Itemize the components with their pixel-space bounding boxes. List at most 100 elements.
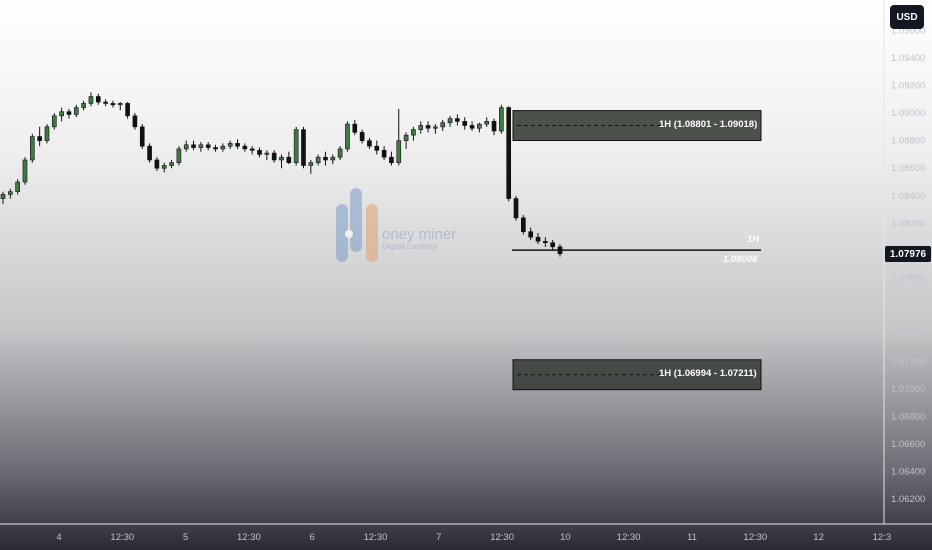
- level-timeframe-label: 1H: [747, 234, 760, 246]
- candle-body: [8, 191, 13, 195]
- price-tick-label: 1.06800: [891, 411, 925, 422]
- time-tick-label: 7: [436, 532, 441, 543]
- candle-body: [59, 111, 64, 117]
- watermark-bars-icon: [336, 188, 378, 262]
- candle-body: [521, 217, 526, 232]
- candle-body: [389, 156, 394, 164]
- price-tick-label: 1.06400: [891, 467, 925, 478]
- level-price-label: 1.08006: [723, 254, 758, 266]
- candle-body: [227, 143, 233, 147]
- candle-body: [51, 115, 57, 128]
- time-tick-label: 6: [310, 532, 315, 543]
- watermark-logo: oney miner Digital currency: [334, 186, 474, 266]
- time-tick-label: 12:30: [110, 532, 134, 543]
- watermark-subtext: Digital currency: [382, 242, 438, 251]
- candle-body: [455, 118, 460, 122]
- candle-body: [220, 145, 226, 150]
- candle-body: [183, 144, 189, 150]
- candle-body: [462, 121, 468, 126]
- candle-body: [271, 152, 277, 161]
- candle-body: [22, 159, 28, 183]
- price-tick-label: 1.07400: [891, 329, 925, 340]
- candle-body: [315, 156, 321, 164]
- candle-body: [249, 148, 255, 151]
- time-tick-label: 12:30: [237, 532, 261, 543]
- candle-body: [44, 126, 50, 141]
- candle-body: [323, 156, 328, 161]
- time-tick-label: 12: [813, 532, 824, 543]
- time-tick-label: 12:30: [743, 532, 767, 543]
- candle-body: [550, 242, 555, 248]
- candle-body: [95, 96, 101, 103]
- candle-body: [66, 111, 72, 115]
- candle-body: [301, 129, 306, 166]
- price-tick-label: 1.09000: [891, 108, 925, 119]
- candle-body: [117, 103, 123, 106]
- candle-body: [191, 144, 196, 148]
- time-tick-label: 12:30: [364, 532, 388, 543]
- candle-body: [484, 121, 490, 125]
- candle-body: [37, 136, 42, 141]
- candle-body: [161, 165, 167, 169]
- candle-body: [205, 144, 211, 148]
- candle-body: [491, 121, 497, 132]
- candle-body: [147, 145, 152, 161]
- candle-body: [528, 231, 533, 238]
- price-tick-label: 1.06200: [891, 494, 925, 505]
- candle-body: [293, 129, 299, 164]
- candle-body: [506, 107, 512, 199]
- candle-body: [213, 147, 218, 150]
- price-tick-label: 1.07800: [891, 274, 925, 285]
- candle-body: [308, 162, 314, 166]
- price-tick-label: 1.08800: [891, 136, 925, 147]
- candle-body: [418, 125, 424, 130]
- candle-body: [30, 136, 35, 161]
- candle-body: [345, 123, 350, 150]
- price-tick-label: 1.06600: [891, 439, 925, 450]
- candle-body: [176, 148, 182, 164]
- candle-body: [535, 236, 541, 242]
- zone-label-upper: 1H (1.08801 - 1.09018): [659, 118, 758, 130]
- candle-body: [132, 115, 138, 128]
- candle-body: [381, 150, 387, 158]
- candle-body: [154, 159, 160, 169]
- currency-button[interactable]: USD: [890, 5, 924, 29]
- candle-body: [403, 134, 409, 141]
- candle-body: [110, 103, 116, 106]
- price-tick-label: 1.08600: [891, 163, 925, 174]
- candle-body: [396, 140, 402, 164]
- time-tick-label: 4: [56, 532, 61, 543]
- price-tick-label: 1.07200: [891, 356, 925, 367]
- candle-body: [477, 123, 482, 129]
- time-tick-label: 12:3: [873, 532, 892, 543]
- candles-layer: [0, 92, 563, 257]
- candle-body: [425, 125, 431, 129]
- price-tick-label: 1.08200: [891, 218, 925, 229]
- candle-body: [81, 103, 86, 108]
- price-tick-label: 1.07000: [891, 384, 925, 395]
- candle-body: [447, 118, 453, 124]
- price-tick-label: 1.09600: [891, 25, 925, 36]
- candle-body: [433, 126, 438, 129]
- price-axis: 1.09600 1.09400 1.09200 1.09000 1.08800 1.086…: [883, 0, 925, 524]
- candle-body: [359, 132, 365, 141]
- zone-label-lower: 1H (1.06994 - 1.07211): [659, 367, 757, 379]
- candle-body: [73, 107, 79, 115]
- candle-body: [198, 144, 204, 148]
- candle-body: [367, 140, 372, 147]
- candle-body: [513, 198, 519, 219]
- candle-body: [242, 145, 248, 150]
- zones-layer: [512, 110, 762, 391]
- price-tick-label: 1.09400: [891, 53, 925, 64]
- candle-body: [15, 181, 20, 192]
- candle-body: [235, 143, 240, 147]
- time-tick-label: 5: [183, 532, 188, 543]
- candle-body: [337, 148, 343, 158]
- price-tick-label: 1.09200: [891, 80, 925, 91]
- price-tick-label: 1.08400: [891, 191, 925, 202]
- time-tick-label: 12:30: [490, 532, 514, 543]
- candle-body: [279, 156, 284, 161]
- candle-body: [469, 125, 475, 129]
